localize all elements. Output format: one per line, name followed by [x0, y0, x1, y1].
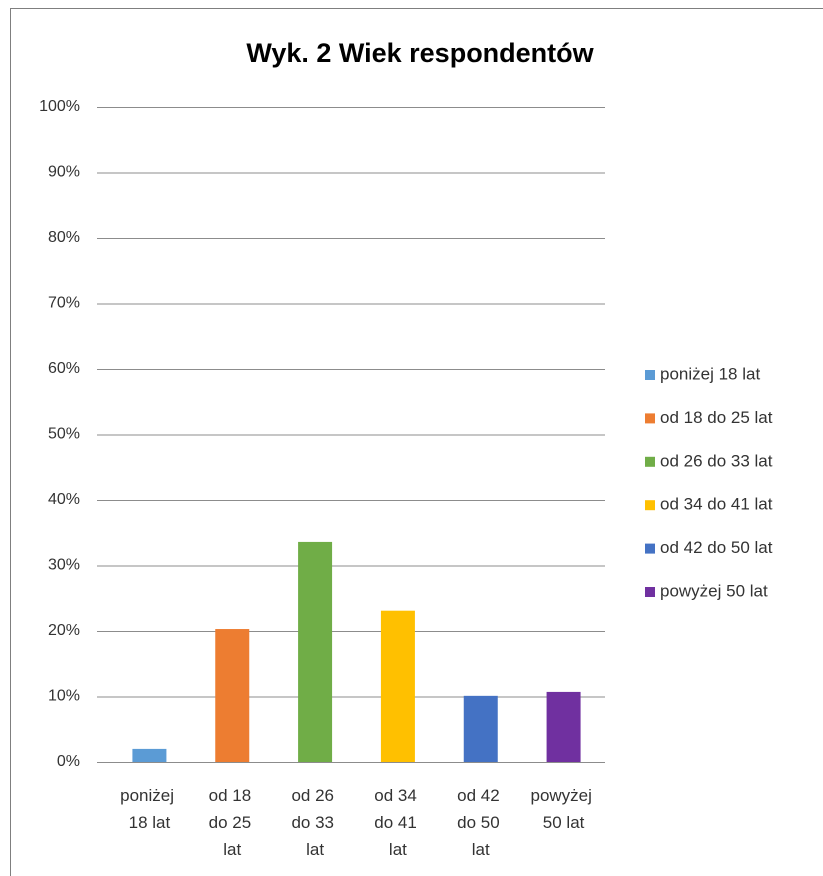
y-tick-label: 40% [48, 491, 80, 508]
y-tick-label: 30% [48, 557, 80, 574]
legend-swatch [645, 587, 655, 597]
y-tick-label: 70% [48, 295, 80, 312]
y-tick-label: 0% [57, 753, 80, 770]
legend-swatch [645, 370, 655, 380]
x-tick-label: od 34 do 41 lat [374, 786, 421, 859]
x-tick-label: poniżej 18 lat [120, 786, 179, 832]
bar [132, 748, 167, 762]
legend-label: od 34 do 41 lat [660, 495, 773, 514]
legend-swatch [645, 543, 655, 554]
chart-frame [10, 8, 823, 876]
y-tick-label: 60% [48, 360, 80, 377]
x-tick-label: od 18 do 25 lat [209, 786, 256, 859]
legend-label: od 26 do 33 lat [660, 451, 773, 470]
legend-swatch [645, 456, 655, 467]
legend-label: od 18 do 25 lat [660, 408, 773, 427]
y-tick-label: 80% [48, 229, 80, 246]
y-tick-label: 10% [48, 688, 80, 705]
chart-title: Wyk. 2 Wiek respondentów [246, 38, 594, 68]
legend-label: od 42 do 50 lat [660, 538, 773, 557]
y-tick-label: 50% [48, 426, 80, 443]
bar [298, 541, 333, 762]
y-tick-label: 20% [48, 622, 80, 639]
x-tick-label: od 42 do 50 lat [457, 786, 504, 859]
bar [546, 691, 581, 762]
bar [380, 610, 415, 762]
bar [215, 629, 250, 762]
legend-label: poniżej 18 lat [660, 364, 760, 383]
legend-label: powyżej 50 lat [660, 581, 768, 600]
y-tick-label: 100% [39, 98, 80, 115]
x-tick-label: od 26 do 33 lat [291, 786, 338, 859]
bar [463, 695, 498, 762]
legend-swatch [645, 413, 655, 424]
y-tick-label: 90% [48, 164, 80, 181]
x-tick-label: powyżej 50 lat [531, 786, 597, 832]
legend-swatch [645, 500, 655, 511]
